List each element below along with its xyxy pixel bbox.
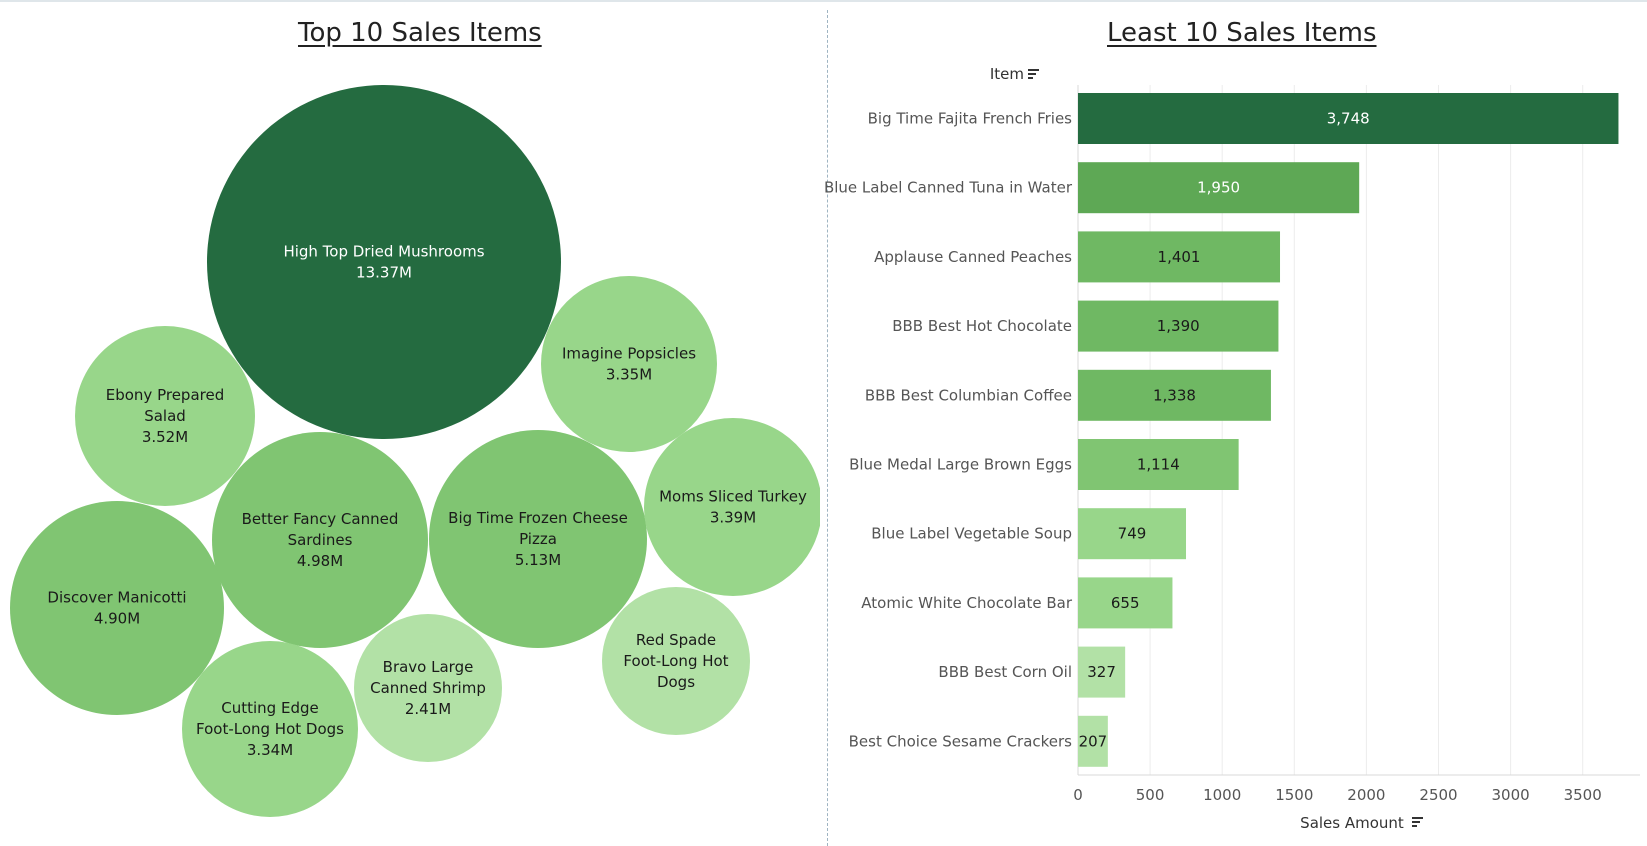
bar-data-label: 1,338 xyxy=(1153,386,1196,404)
bar-data-label: 1,401 xyxy=(1158,248,1201,266)
bubble-label: Discover Manicotti xyxy=(47,589,186,607)
bubble-label: 3.34M xyxy=(247,741,293,759)
category-label: BBB Best Columbian Coffee xyxy=(865,386,1072,404)
bubble-label: 3.52M xyxy=(142,428,188,446)
bar-data-label: 655 xyxy=(1111,594,1140,612)
category-label: Big Time Fajita French Fries xyxy=(868,110,1073,128)
x-tick-label: 500 xyxy=(1136,786,1165,804)
bubble[interactable]: Discover Manicotti 4.90M xyxy=(10,501,224,715)
bubble-label: 3.35M xyxy=(606,366,652,384)
bubble-label: Better Fancy Canned xyxy=(242,510,399,528)
x-tick-label: 2500 xyxy=(1419,786,1457,804)
bubble-label: 4.90M xyxy=(94,610,140,628)
bar[interactable] xyxy=(1078,231,1281,283)
bar[interactable] xyxy=(1078,300,1279,352)
bar[interactable] xyxy=(1078,508,1187,560)
bubble-circle[interactable] xyxy=(207,85,561,439)
bubble-circle[interactable] xyxy=(541,276,717,452)
bubble[interactable]: Cutting Edge Foot-Long Hot Dogs 3.34M xyxy=(182,641,358,817)
sort-icon[interactable] xyxy=(1412,817,1423,827)
bubble-circle[interactable] xyxy=(602,587,750,735)
bubble-label: High Top Dried Mushrooms xyxy=(283,243,484,261)
bubble-label: 4.98M xyxy=(297,552,343,570)
y-axis-title: Item xyxy=(990,65,1024,83)
bar-data-label: 749 xyxy=(1118,525,1147,543)
bar[interactable] xyxy=(1078,162,1360,214)
bubble-circle[interactable] xyxy=(354,614,502,762)
category-label: Blue Label Canned Tuna in Water xyxy=(824,179,1073,197)
bubble-label: 13.37M xyxy=(356,264,412,282)
x-tick-label: 2000 xyxy=(1347,786,1385,804)
bubble-circle[interactable] xyxy=(212,432,428,648)
bar-data-label: 1,114 xyxy=(1137,456,1180,474)
bar[interactable] xyxy=(1078,646,1126,698)
bubble[interactable]: Big Time Frozen Cheese Pizza 5.13M xyxy=(429,430,647,648)
category-label: Blue Medal Large Brown Eggs xyxy=(849,456,1072,474)
bubble-circle[interactable] xyxy=(10,501,224,715)
category-label: BBB Best Corn Oil xyxy=(938,663,1072,681)
bubble[interactable]: Ebony Prepared Salad 3.52M xyxy=(75,326,255,506)
category-label: Blue Label Vegetable Soup xyxy=(871,525,1072,543)
bubble[interactable]: Red Spade Foot-Long Hot Dogs xyxy=(602,587,750,735)
bubble[interactable]: High Top Dried Mushrooms 13.37M xyxy=(207,85,561,439)
bar[interactable] xyxy=(1078,439,1239,490)
top-border xyxy=(0,0,1647,2)
bubble-label: Canned Shrimp xyxy=(370,679,486,697)
bubble-label: 3.39M xyxy=(710,509,756,527)
bubble[interactable]: Imagine Popsicles 3.35M xyxy=(541,276,717,452)
dashboard-divider xyxy=(827,10,828,846)
bubble[interactable]: Better Fancy Canned Sardines 4.98M xyxy=(212,432,428,648)
bar[interactable] xyxy=(1078,369,1271,421)
bubble-label: Salad xyxy=(144,407,186,425)
x-axis-title: Sales Amount xyxy=(1300,814,1404,832)
bar[interactable] xyxy=(1078,577,1173,629)
bubble-label: Foot-Long Hot Dogs xyxy=(196,720,344,738)
bubble-circle[interactable] xyxy=(75,326,255,506)
bubble-label: Sardines xyxy=(288,531,353,549)
bubble-label: Dogs xyxy=(657,673,695,691)
bubble[interactable]: Bravo Large Canned Shrimp 2.41M xyxy=(354,614,502,762)
x-tick-label: 0 xyxy=(1073,786,1083,804)
bubble-label: Foot-Long Hot xyxy=(623,652,728,670)
x-tick-label: 1000 xyxy=(1203,786,1241,804)
bar-data-label: 1,950 xyxy=(1197,179,1240,197)
bubble-circle[interactable] xyxy=(644,418,820,596)
bubble-label: Big Time Frozen Cheese xyxy=(448,509,628,527)
bubble-label: 2.41M xyxy=(405,700,451,718)
bubble-label: Pizza xyxy=(519,530,557,548)
category-label: Best Choice Sesame Crackers xyxy=(849,732,1073,750)
x-tick-label: 1500 xyxy=(1275,786,1313,804)
bubble-label: Bravo Large xyxy=(383,658,474,676)
bar-data-label: 207 xyxy=(1079,732,1108,750)
bubble-label: Cutting Edge xyxy=(221,699,318,717)
bubble-chart-title: Top 10 Sales Items xyxy=(298,18,542,48)
bubble-circle[interactable] xyxy=(429,430,647,648)
bubble-label: 5.13M xyxy=(515,551,561,569)
sort-icon[interactable] xyxy=(1028,69,1039,79)
bar[interactable] xyxy=(1078,93,1619,144)
bubble-label: Moms Sliced Turkey xyxy=(659,488,807,506)
bubble-label: Ebony Prepared xyxy=(106,386,224,404)
bubble[interactable]: Moms Sliced Turkey 3.39M xyxy=(644,418,820,596)
x-tick-label: 3000 xyxy=(1492,786,1530,804)
bubble-circle[interactable] xyxy=(182,641,358,817)
category-label: Applause Canned Peaches xyxy=(874,248,1072,266)
bar-data-label: 327 xyxy=(1087,663,1116,681)
bar-chart-title: Least 10 Sales Items xyxy=(1107,18,1377,48)
bar-data-label: 3,748 xyxy=(1327,110,1370,128)
bar[interactable] xyxy=(1078,715,1108,767)
x-tick-label: 3500 xyxy=(1564,786,1602,804)
bubble-chart: High Top Dried Mushrooms 13.37M Big Time F… xyxy=(10,85,820,817)
bubble-label: Red Spade xyxy=(636,631,716,649)
bubble-label: Imagine Popsicles xyxy=(562,345,696,363)
category-label: Atomic White Chocolate Bar xyxy=(861,594,1073,612)
bar-data-label: 1,390 xyxy=(1157,317,1200,335)
category-label: BBB Best Hot Chocolate xyxy=(892,317,1072,335)
